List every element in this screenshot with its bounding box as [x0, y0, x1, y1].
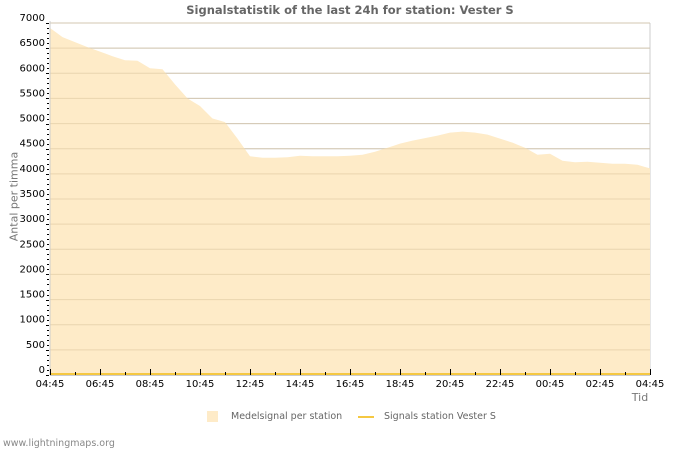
svg-text:00:45: 00:45	[536, 379, 565, 390]
svg-text:02:45: 02:45	[586, 379, 615, 390]
y-axis-label: Antal per timma	[7, 151, 21, 242]
area-series-medelsignal	[50, 28, 650, 376]
svg-text:12:45: 12:45	[236, 379, 265, 390]
svg-text:0: 0	[39, 365, 45, 376]
svg-text:4500: 4500	[20, 139, 45, 150]
x-axis-ticks: 04:45 06:45 08:45 10:45 12:45 14:45 16:45 18:45…	[36, 369, 665, 390]
legend-label: Medelsignal per station	[231, 411, 343, 422]
svg-text:6000: 6000	[20, 63, 45, 74]
line-swatch-icon	[358, 415, 374, 418]
svg-text:5500: 5500	[20, 88, 45, 99]
svg-text:3000: 3000	[20, 214, 45, 225]
svg-text:7000: 7000	[20, 13, 45, 24]
legend-item-vester-s[interactable]: Signals station Vester S	[358, 411, 496, 422]
svg-text:2500: 2500	[20, 239, 45, 250]
svg-text:22:45: 22:45	[486, 379, 515, 390]
svg-text:04:45: 04:45	[636, 379, 665, 390]
svg-text:1500: 1500	[20, 290, 45, 301]
svg-text:06:45: 06:45	[86, 379, 115, 390]
svg-text:6500: 6500	[20, 38, 45, 49]
x-axis-label: Tid	[631, 391, 649, 404]
svg-text:16:45: 16:45	[336, 379, 365, 390]
svg-text:18:45: 18:45	[386, 379, 415, 390]
svg-text:1000: 1000	[20, 315, 45, 326]
svg-text:20:45: 20:45	[436, 379, 465, 390]
axes	[49, 21, 650, 376]
svg-text:4000: 4000	[20, 164, 45, 175]
svg-text:3500: 3500	[20, 189, 45, 200]
svg-text:14:45: 14:45	[286, 379, 315, 390]
svg-text:5000: 5000	[20, 114, 45, 125]
legend-item-medelsignal[interactable]: Medelsignal per station	[207, 411, 342, 422]
y-axis-ticks: 0 500 1000 1500 2000 2500 3000 3500 4000 4500 5000…	[20, 13, 49, 376]
footer-site-link[interactable]: www.lightningmaps.org	[3, 438, 115, 449]
svg-text:08:45: 08:45	[136, 379, 165, 390]
area-swatch-icon	[207, 411, 218, 422]
svg-text:2000: 2000	[20, 264, 45, 275]
svg-text:04:45: 04:45	[36, 379, 65, 390]
legend-label: Signals station Vester S	[384, 411, 496, 422]
svg-text:500: 500	[26, 340, 45, 351]
svg-text:10:45: 10:45	[186, 379, 215, 390]
chart-title: Signalstatistik of the last 24h for stat…	[186, 3, 514, 17]
